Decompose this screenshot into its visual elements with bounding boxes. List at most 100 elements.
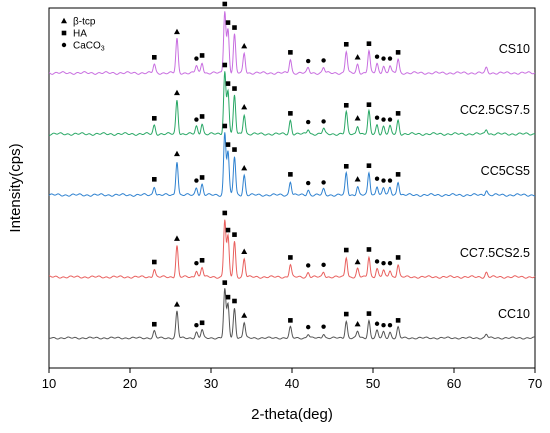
ha-marker bbox=[199, 320, 205, 326]
caco3-marker bbox=[381, 260, 386, 266]
series-label: CS10 bbox=[499, 42, 530, 56]
ha-marker bbox=[395, 172, 401, 177]
x-tick-label: 20 bbox=[123, 376, 137, 391]
ha-marker bbox=[232, 147, 237, 152]
x-tick-label: 60 bbox=[447, 376, 461, 391]
caco3-marker bbox=[321, 180, 326, 185]
beta-tcp-marker bbox=[354, 176, 361, 182]
ha-marker bbox=[395, 318, 401, 323]
ha-marker bbox=[152, 55, 157, 60]
x-tick-label: 10 bbox=[42, 376, 56, 391]
ha-marker bbox=[288, 318, 293, 323]
series-line bbox=[48, 71, 536, 136]
caco3-marker bbox=[321, 58, 326, 63]
caco3-marker bbox=[194, 178, 199, 183]
ha-marker bbox=[61, 30, 67, 36]
series-label: CC2.5CS7.5 bbox=[460, 103, 530, 117]
ha-marker bbox=[366, 247, 372, 252]
ha-marker bbox=[288, 50, 293, 55]
ha-marker bbox=[366, 41, 372, 46]
ha-marker bbox=[366, 311, 372, 316]
beta-tcp-marker bbox=[173, 235, 180, 241]
ha-marker bbox=[225, 20, 231, 25]
ha-marker bbox=[222, 62, 228, 68]
ha-marker bbox=[366, 102, 372, 107]
beta-tcp-marker bbox=[354, 54, 361, 60]
caco3-marker bbox=[374, 321, 380, 326]
ha-marker bbox=[225, 81, 231, 86]
x-axis-title: 2-theta(deg) bbox=[251, 406, 333, 423]
ha-marker bbox=[225, 227, 231, 233]
caco3-marker bbox=[194, 117, 199, 122]
x-tick-label: 50 bbox=[366, 376, 380, 391]
ha-marker bbox=[199, 175, 205, 180]
beta-tcp-marker bbox=[354, 258, 361, 265]
beta-tcp-marker bbox=[241, 42, 248, 49]
series-label: CC5CS5 bbox=[481, 164, 530, 178]
caco3-marker bbox=[321, 262, 326, 268]
ha-marker bbox=[288, 255, 293, 260]
series-line bbox=[48, 11, 536, 75]
caco3-marker bbox=[374, 259, 380, 264]
ha-marker bbox=[225, 142, 231, 147]
ha-marker bbox=[222, 123, 228, 129]
series-line bbox=[48, 288, 536, 340]
caco3-marker bbox=[387, 260, 393, 266]
ha-marker bbox=[366, 163, 372, 168]
x-tick-label: 30 bbox=[204, 376, 218, 391]
ha-marker bbox=[152, 116, 157, 121]
caco3-marker bbox=[381, 322, 386, 328]
ha-marker bbox=[395, 50, 401, 55]
legend-label: CaCO3 bbox=[73, 41, 105, 53]
series-label: CC10 bbox=[498, 307, 530, 321]
ha-marker bbox=[152, 321, 157, 327]
caco3-marker bbox=[194, 56, 199, 61]
beta-tcp-marker bbox=[173, 150, 180, 157]
beta-tcp-marker bbox=[354, 115, 361, 121]
ha-marker bbox=[199, 114, 205, 119]
ha-marker bbox=[343, 103, 349, 108]
ha-marker bbox=[232, 86, 237, 91]
ha-marker bbox=[232, 298, 237, 304]
caco3-marker bbox=[374, 176, 380, 181]
ha-marker bbox=[232, 232, 237, 237]
caco3-marker bbox=[374, 54, 380, 59]
ha-marker bbox=[152, 259, 157, 265]
caco3-marker bbox=[306, 324, 311, 330]
series-line bbox=[48, 132, 535, 197]
series-line bbox=[48, 219, 536, 279]
ha-marker bbox=[222, 1, 228, 7]
caco3-marker bbox=[387, 56, 393, 61]
caco3-marker bbox=[306, 58, 311, 64]
caco3-marker bbox=[306, 180, 311, 186]
beta-tcp-marker bbox=[241, 248, 248, 254]
x-tick-label: 70 bbox=[528, 376, 542, 391]
caco3-marker bbox=[387, 178, 393, 183]
caco3-marker bbox=[381, 117, 386, 122]
beta-tcp-marker bbox=[241, 103, 248, 110]
ha-marker bbox=[152, 177, 157, 182]
ha-marker bbox=[222, 280, 228, 285]
caco3-marker bbox=[194, 260, 199, 266]
caco3-marker bbox=[387, 322, 393, 328]
beta-tcp-marker bbox=[241, 164, 248, 171]
ha-marker bbox=[222, 210, 228, 216]
caco3-marker bbox=[194, 322, 199, 328]
x-tick-label: 40 bbox=[285, 376, 299, 391]
beta-tcp-marker bbox=[354, 321, 361, 327]
legend-label: β-tcp bbox=[73, 17, 96, 28]
ha-marker bbox=[395, 255, 401, 260]
caco3-marker bbox=[381, 178, 386, 183]
caco3-marker bbox=[321, 119, 326, 124]
ha-marker bbox=[199, 53, 205, 58]
y-axis-title: Intensity(cps) bbox=[7, 143, 24, 232]
beta-tcp-marker bbox=[173, 301, 180, 307]
ha-marker bbox=[343, 311, 349, 317]
caco3-marker bbox=[387, 117, 393, 122]
series-group: CS10 CC2.5CS7.5 CC5CS5 CC7.5CS2.5 CC10 bbox=[48, 1, 536, 340]
beta-tcp-marker bbox=[173, 89, 180, 96]
ha-marker bbox=[395, 111, 401, 116]
ha-marker bbox=[343, 164, 349, 169]
